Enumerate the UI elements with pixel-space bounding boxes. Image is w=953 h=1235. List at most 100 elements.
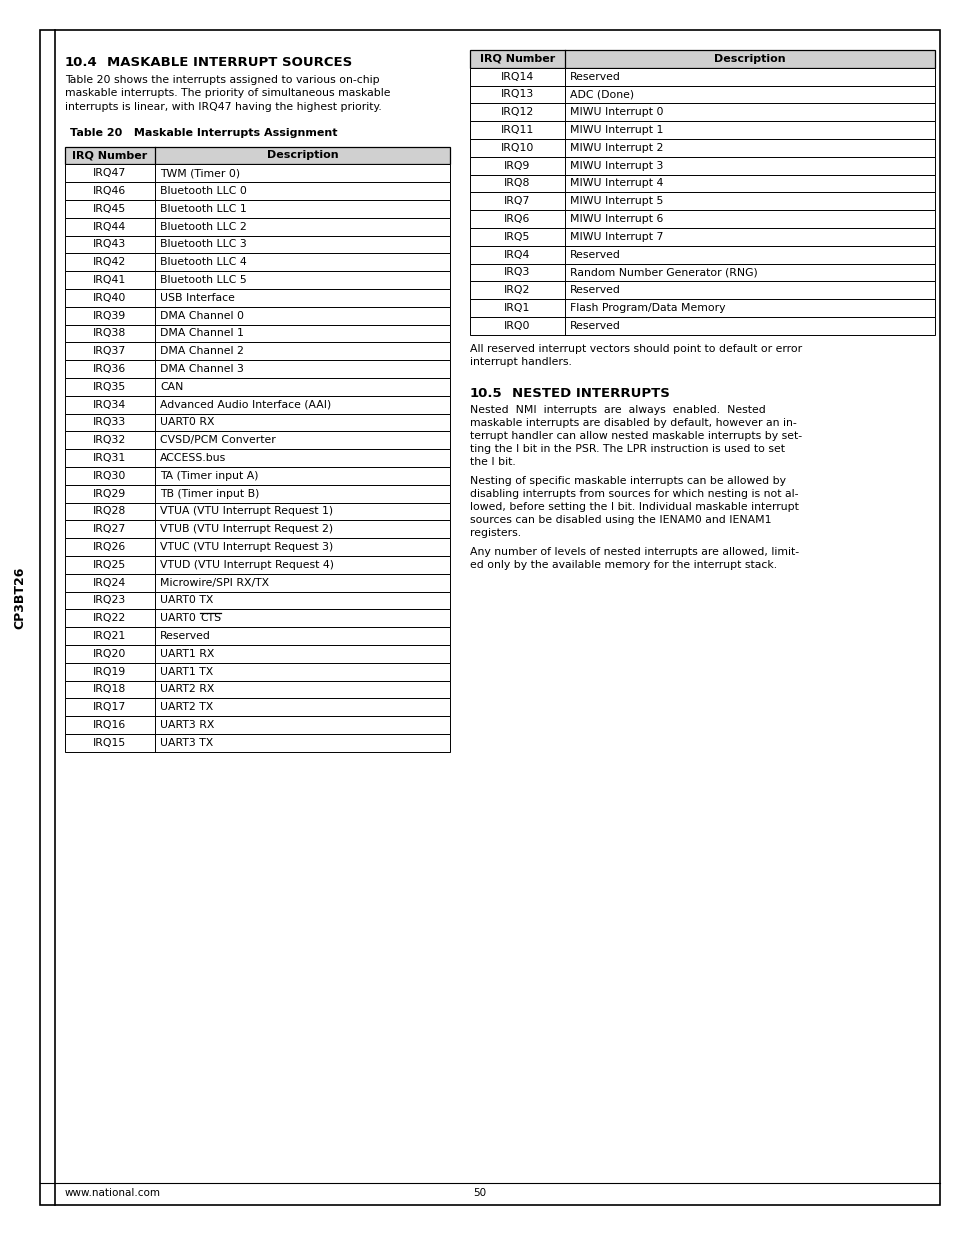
Bar (470, 121, 934, 140)
Text: IRQ10: IRQ10 (500, 143, 534, 153)
Text: IRQ25: IRQ25 (93, 559, 127, 569)
Bar (470, 299, 934, 317)
Text: MIWU Interrupt 0: MIWU Interrupt 0 (569, 107, 662, 117)
Text: interrupts is linear, with IRQ47 having the highest priority.: interrupts is linear, with IRQ47 having … (65, 103, 381, 112)
Bar (65, 200, 450, 217)
Bar (470, 68, 934, 85)
Bar (65, 484, 450, 503)
Bar (65, 627, 450, 645)
Text: Table 20   Maskable Interrupts Assignment: Table 20 Maskable Interrupts Assignment (70, 127, 337, 137)
Text: Nesting of specific maskable interrupts can be allowed by: Nesting of specific maskable interrupts … (470, 475, 785, 485)
Text: IRQ30: IRQ30 (93, 471, 127, 480)
Text: IRQ19: IRQ19 (93, 667, 127, 677)
Text: CTS: CTS (200, 614, 221, 624)
Text: IRQ1: IRQ1 (504, 303, 530, 314)
Text: IRQ6: IRQ6 (504, 214, 530, 224)
Text: IRQ12: IRQ12 (500, 107, 534, 117)
Text: ed only by the available memory for the interrupt stack.: ed only by the available memory for the … (470, 559, 777, 569)
Text: TB (Timer input B): TB (Timer input B) (160, 489, 259, 499)
Text: Bluetooth LLC 5: Bluetooth LLC 5 (160, 275, 247, 285)
Text: terrupt handler can allow nested maskable interrupts by set-: terrupt handler can allow nested maskabl… (470, 431, 801, 441)
Bar (65, 306, 450, 325)
Text: UART3 RX: UART3 RX (160, 720, 214, 730)
Text: USB Interface: USB Interface (160, 293, 234, 303)
Text: 10.5: 10.5 (470, 388, 502, 400)
Text: IRQ5: IRQ5 (504, 232, 530, 242)
Text: registers.: registers. (470, 527, 520, 537)
Text: VTUC (VTU Interrupt Request 3): VTUC (VTU Interrupt Request 3) (160, 542, 333, 552)
Bar (65, 592, 450, 609)
Text: disabling interrupts from sources for which nesting is not al-: disabling interrupts from sources for wh… (470, 489, 798, 499)
Bar (65, 645, 450, 663)
Bar (65, 556, 450, 574)
Text: MIWU Interrupt 3: MIWU Interrupt 3 (569, 161, 662, 170)
Text: Nested  NMI  interrupts  are  always  enabled.  Nested: Nested NMI interrupts are always enabled… (470, 405, 765, 415)
Bar (65, 716, 450, 734)
Text: maskable interrupts. The priority of simultaneous maskable: maskable interrupts. The priority of sim… (65, 89, 390, 99)
Text: the I bit.: the I bit. (470, 457, 516, 467)
Text: IRQ45: IRQ45 (93, 204, 127, 214)
Text: IRQ31: IRQ31 (93, 453, 127, 463)
Text: UART2 TX: UART2 TX (160, 703, 213, 713)
Text: ADC (Done): ADC (Done) (569, 89, 634, 100)
Text: IRQ37: IRQ37 (93, 346, 127, 356)
Text: MIWU Interrupt 2: MIWU Interrupt 2 (569, 143, 662, 153)
Text: IRQ0: IRQ0 (504, 321, 530, 331)
Text: IRQ34: IRQ34 (93, 400, 127, 410)
Text: Bluetooth LLC 4: Bluetooth LLC 4 (160, 257, 247, 267)
Text: IRQ2: IRQ2 (504, 285, 530, 295)
Text: IRQ26: IRQ26 (93, 542, 127, 552)
Text: CVSD/PCM Converter: CVSD/PCM Converter (160, 435, 275, 445)
Text: lowed, before setting the I bit. Individual maskable interrupt: lowed, before setting the I bit. Individ… (470, 501, 798, 511)
Text: sources can be disabled using the IENAM0 and IENAM1: sources can be disabled using the IENAM0… (470, 515, 771, 525)
Text: DMA Channel 3: DMA Channel 3 (160, 364, 244, 374)
Bar (65, 217, 450, 236)
Bar (65, 467, 450, 484)
Text: All reserved interrupt vectors should point to default or error: All reserved interrupt vectors should po… (470, 343, 801, 353)
Text: ACCESS.bus: ACCESS.bus (160, 453, 226, 463)
Text: IRQ11: IRQ11 (500, 125, 534, 135)
Bar (65, 520, 450, 538)
Text: IRQ28: IRQ28 (93, 506, 127, 516)
Text: IRQ23: IRQ23 (93, 595, 127, 605)
Text: TWM (Timer 0): TWM (Timer 0) (160, 168, 240, 178)
Text: IRQ3: IRQ3 (504, 268, 530, 278)
Text: UART1 RX: UART1 RX (160, 648, 214, 658)
Text: MIWU Interrupt 4: MIWU Interrupt 4 (569, 179, 662, 189)
Text: IRQ40: IRQ40 (93, 293, 127, 303)
Text: IRQ38: IRQ38 (93, 329, 127, 338)
Text: Reserved: Reserved (160, 631, 211, 641)
Text: Bluetooth LLC 1: Bluetooth LLC 1 (160, 204, 247, 214)
Bar (470, 157, 934, 174)
Text: IRQ Number: IRQ Number (479, 54, 555, 64)
Text: UART0 TX: UART0 TX (160, 595, 213, 605)
Bar (65, 450, 450, 467)
Bar (65, 503, 450, 520)
Bar (470, 85, 934, 104)
Text: Description: Description (714, 54, 785, 64)
Bar (470, 140, 934, 157)
Text: IRQ41: IRQ41 (93, 275, 127, 285)
Bar (65, 431, 450, 450)
Bar (470, 263, 934, 282)
Text: UART2 RX: UART2 RX (160, 684, 214, 694)
Text: IRQ18: IRQ18 (93, 684, 127, 694)
Text: IRQ43: IRQ43 (93, 240, 127, 249)
Bar (65, 182, 450, 200)
Text: IRQ47: IRQ47 (93, 168, 127, 178)
Text: IRQ46: IRQ46 (93, 186, 127, 196)
Bar (470, 282, 934, 299)
Bar (65, 289, 450, 306)
Text: IRQ15: IRQ15 (93, 737, 127, 748)
Text: DMA Channel 2: DMA Channel 2 (160, 346, 244, 356)
Text: IRQ44: IRQ44 (93, 221, 127, 232)
Bar (65, 734, 450, 752)
Bar (65, 574, 450, 592)
Text: UART0: UART0 (160, 614, 199, 624)
Text: Reserved: Reserved (569, 321, 620, 331)
Text: 50: 50 (473, 1188, 486, 1198)
Text: MASKABLE INTERRUPT SOURCES: MASKABLE INTERRUPT SOURCES (107, 56, 352, 68)
Text: IRQ16: IRQ16 (93, 720, 127, 730)
Text: UART1 TX: UART1 TX (160, 667, 213, 677)
Text: Reserved: Reserved (569, 285, 620, 295)
